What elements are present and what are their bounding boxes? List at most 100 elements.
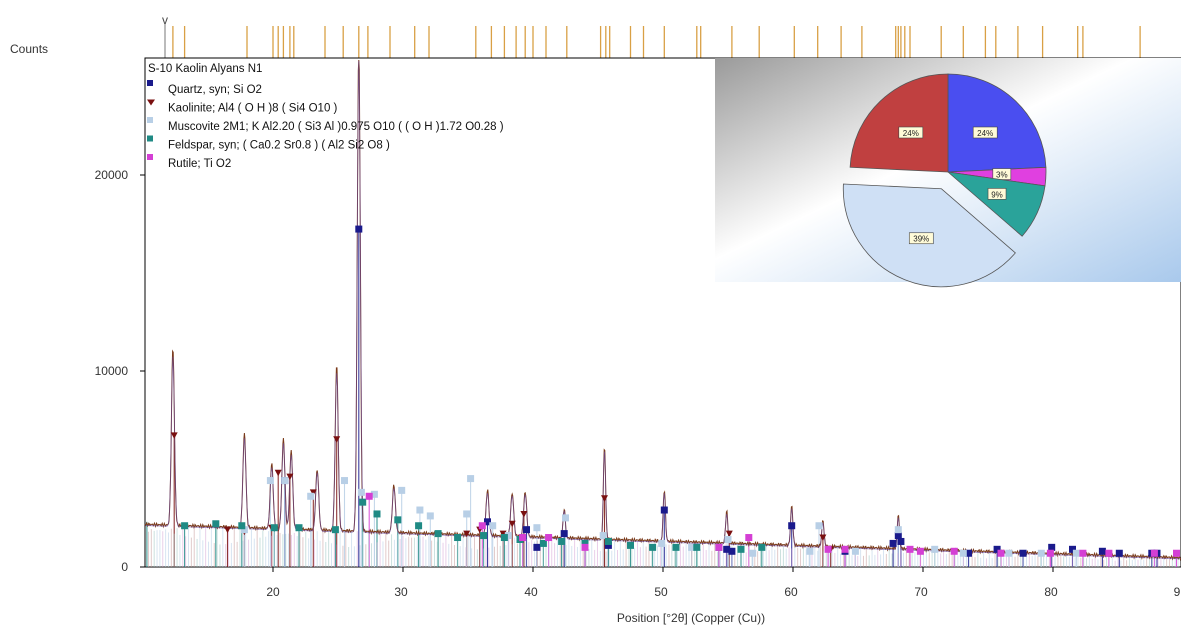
phase-marker xyxy=(599,532,607,540)
sample-name: S-10 Kaolin Alyans N1 xyxy=(148,63,262,75)
phase-marker xyxy=(454,534,462,542)
y-axis-title: Counts xyxy=(10,42,48,56)
phase-marker xyxy=(523,526,530,534)
phase-marker xyxy=(660,506,668,514)
phase-marker xyxy=(467,475,475,483)
phase-marker xyxy=(581,543,589,551)
phase-marker xyxy=(240,526,248,534)
phase-marker xyxy=(1069,545,1076,553)
kaolinite-marker xyxy=(224,526,231,534)
phase-marker xyxy=(480,532,488,540)
phase-marker xyxy=(723,545,731,553)
phase-marker xyxy=(916,547,924,555)
phase-marker xyxy=(806,547,814,555)
phase-marker xyxy=(581,539,589,547)
phase-marker xyxy=(758,543,766,551)
phase-marker xyxy=(693,543,701,551)
kaolinite-marker xyxy=(170,432,178,439)
y-axis: 0 10000 20000 xyxy=(95,168,145,574)
phase-marker xyxy=(737,545,745,553)
kaolinite-marker xyxy=(463,530,471,538)
x-tick-label: 40 xyxy=(524,585,538,599)
phase-marker xyxy=(658,539,666,547)
legend-label: Feldspar, syn; ( Ca0.2 Sr0.8 ) ( Al2 Si2… xyxy=(168,140,390,152)
pie-label: 9% xyxy=(991,190,1003,199)
phase-marker xyxy=(266,477,274,485)
phase-marker xyxy=(824,545,832,553)
phase-marker xyxy=(604,537,612,545)
phase-marker xyxy=(398,486,406,494)
phase-marker xyxy=(1173,549,1180,557)
phase-marker xyxy=(1115,549,1123,557)
x-tick-label: 50 xyxy=(654,585,668,599)
phase-marker xyxy=(993,545,1001,553)
phase-marker xyxy=(545,534,553,542)
pie-label-box xyxy=(898,126,924,139)
phase-marker xyxy=(295,524,303,532)
x-tick-label: 20 xyxy=(266,585,280,599)
kaolinite-marker xyxy=(309,489,317,496)
phase-marker xyxy=(1046,549,1054,557)
phase-marker xyxy=(533,524,541,532)
phase-marker xyxy=(894,526,902,534)
phase-marker xyxy=(270,524,278,532)
y-tick-label: 20000 xyxy=(95,168,129,182)
phase-marker xyxy=(212,520,220,528)
phase-marker xyxy=(373,510,381,518)
phase-marker xyxy=(715,543,723,551)
phase-marker xyxy=(355,225,363,233)
phase-marker xyxy=(1037,549,1045,557)
phase-marker xyxy=(724,535,732,543)
pie-label-box xyxy=(908,232,934,245)
pie-slice xyxy=(849,73,949,173)
pie-label-box xyxy=(987,188,1007,200)
phase-marker xyxy=(841,545,849,553)
phase-marker xyxy=(365,492,373,500)
phase-marker xyxy=(950,547,958,555)
pie-label: 24% xyxy=(903,129,919,138)
x-tick-label: 80 xyxy=(1044,585,1058,599)
phase-marker xyxy=(931,545,939,553)
phase-marker xyxy=(672,543,680,551)
legend-label: Muscovite 2M1; K Al2.20 ( Si3 Al )0.975 … xyxy=(168,121,504,133)
phase-marker xyxy=(906,545,914,553)
phase-marker xyxy=(627,541,634,549)
phase-marker xyxy=(1105,549,1113,557)
x-tick-label: 70 xyxy=(914,585,928,599)
phase-marker xyxy=(562,514,569,522)
x-tick-label: 9 xyxy=(1174,585,1181,599)
phase-marker xyxy=(815,522,823,530)
phase-marker xyxy=(1079,549,1087,557)
pie-label: 3% xyxy=(996,171,1008,180)
phase-marker xyxy=(281,477,289,485)
phase-marker xyxy=(489,522,497,530)
kaolinite-marker xyxy=(508,520,516,528)
phase-marker xyxy=(504,532,512,540)
phase-marker xyxy=(370,490,378,498)
phase-marker xyxy=(415,522,423,530)
phase-marker xyxy=(478,522,486,530)
legend-marker xyxy=(147,154,153,160)
phase-marker xyxy=(749,549,757,557)
y-tick-label: 0 xyxy=(121,560,128,574)
phase-marker xyxy=(889,539,897,547)
phase-marker xyxy=(519,534,527,542)
phase-marker xyxy=(1098,547,1106,555)
pie-label: 24% xyxy=(977,129,993,138)
phase-marker xyxy=(894,532,902,540)
phase-marker xyxy=(788,522,796,530)
phase-marker xyxy=(434,530,442,538)
legend-marker xyxy=(147,80,153,86)
legend: S-10 Kaolin Alyans N1 Quartz, syn; Si O2… xyxy=(147,63,504,170)
phase-marker xyxy=(604,541,612,549)
legend-marker xyxy=(147,99,155,106)
x-axis-title: Position [°2θ] (Copper (Cu)) xyxy=(617,611,765,625)
phase-marker xyxy=(688,543,696,551)
pie-slice xyxy=(946,171,1046,237)
phase-marker xyxy=(997,549,1005,557)
x-tick-label: 60 xyxy=(784,585,798,599)
phase-marker xyxy=(1072,549,1080,557)
phase-marker xyxy=(307,492,315,500)
phase-marker xyxy=(851,547,859,555)
